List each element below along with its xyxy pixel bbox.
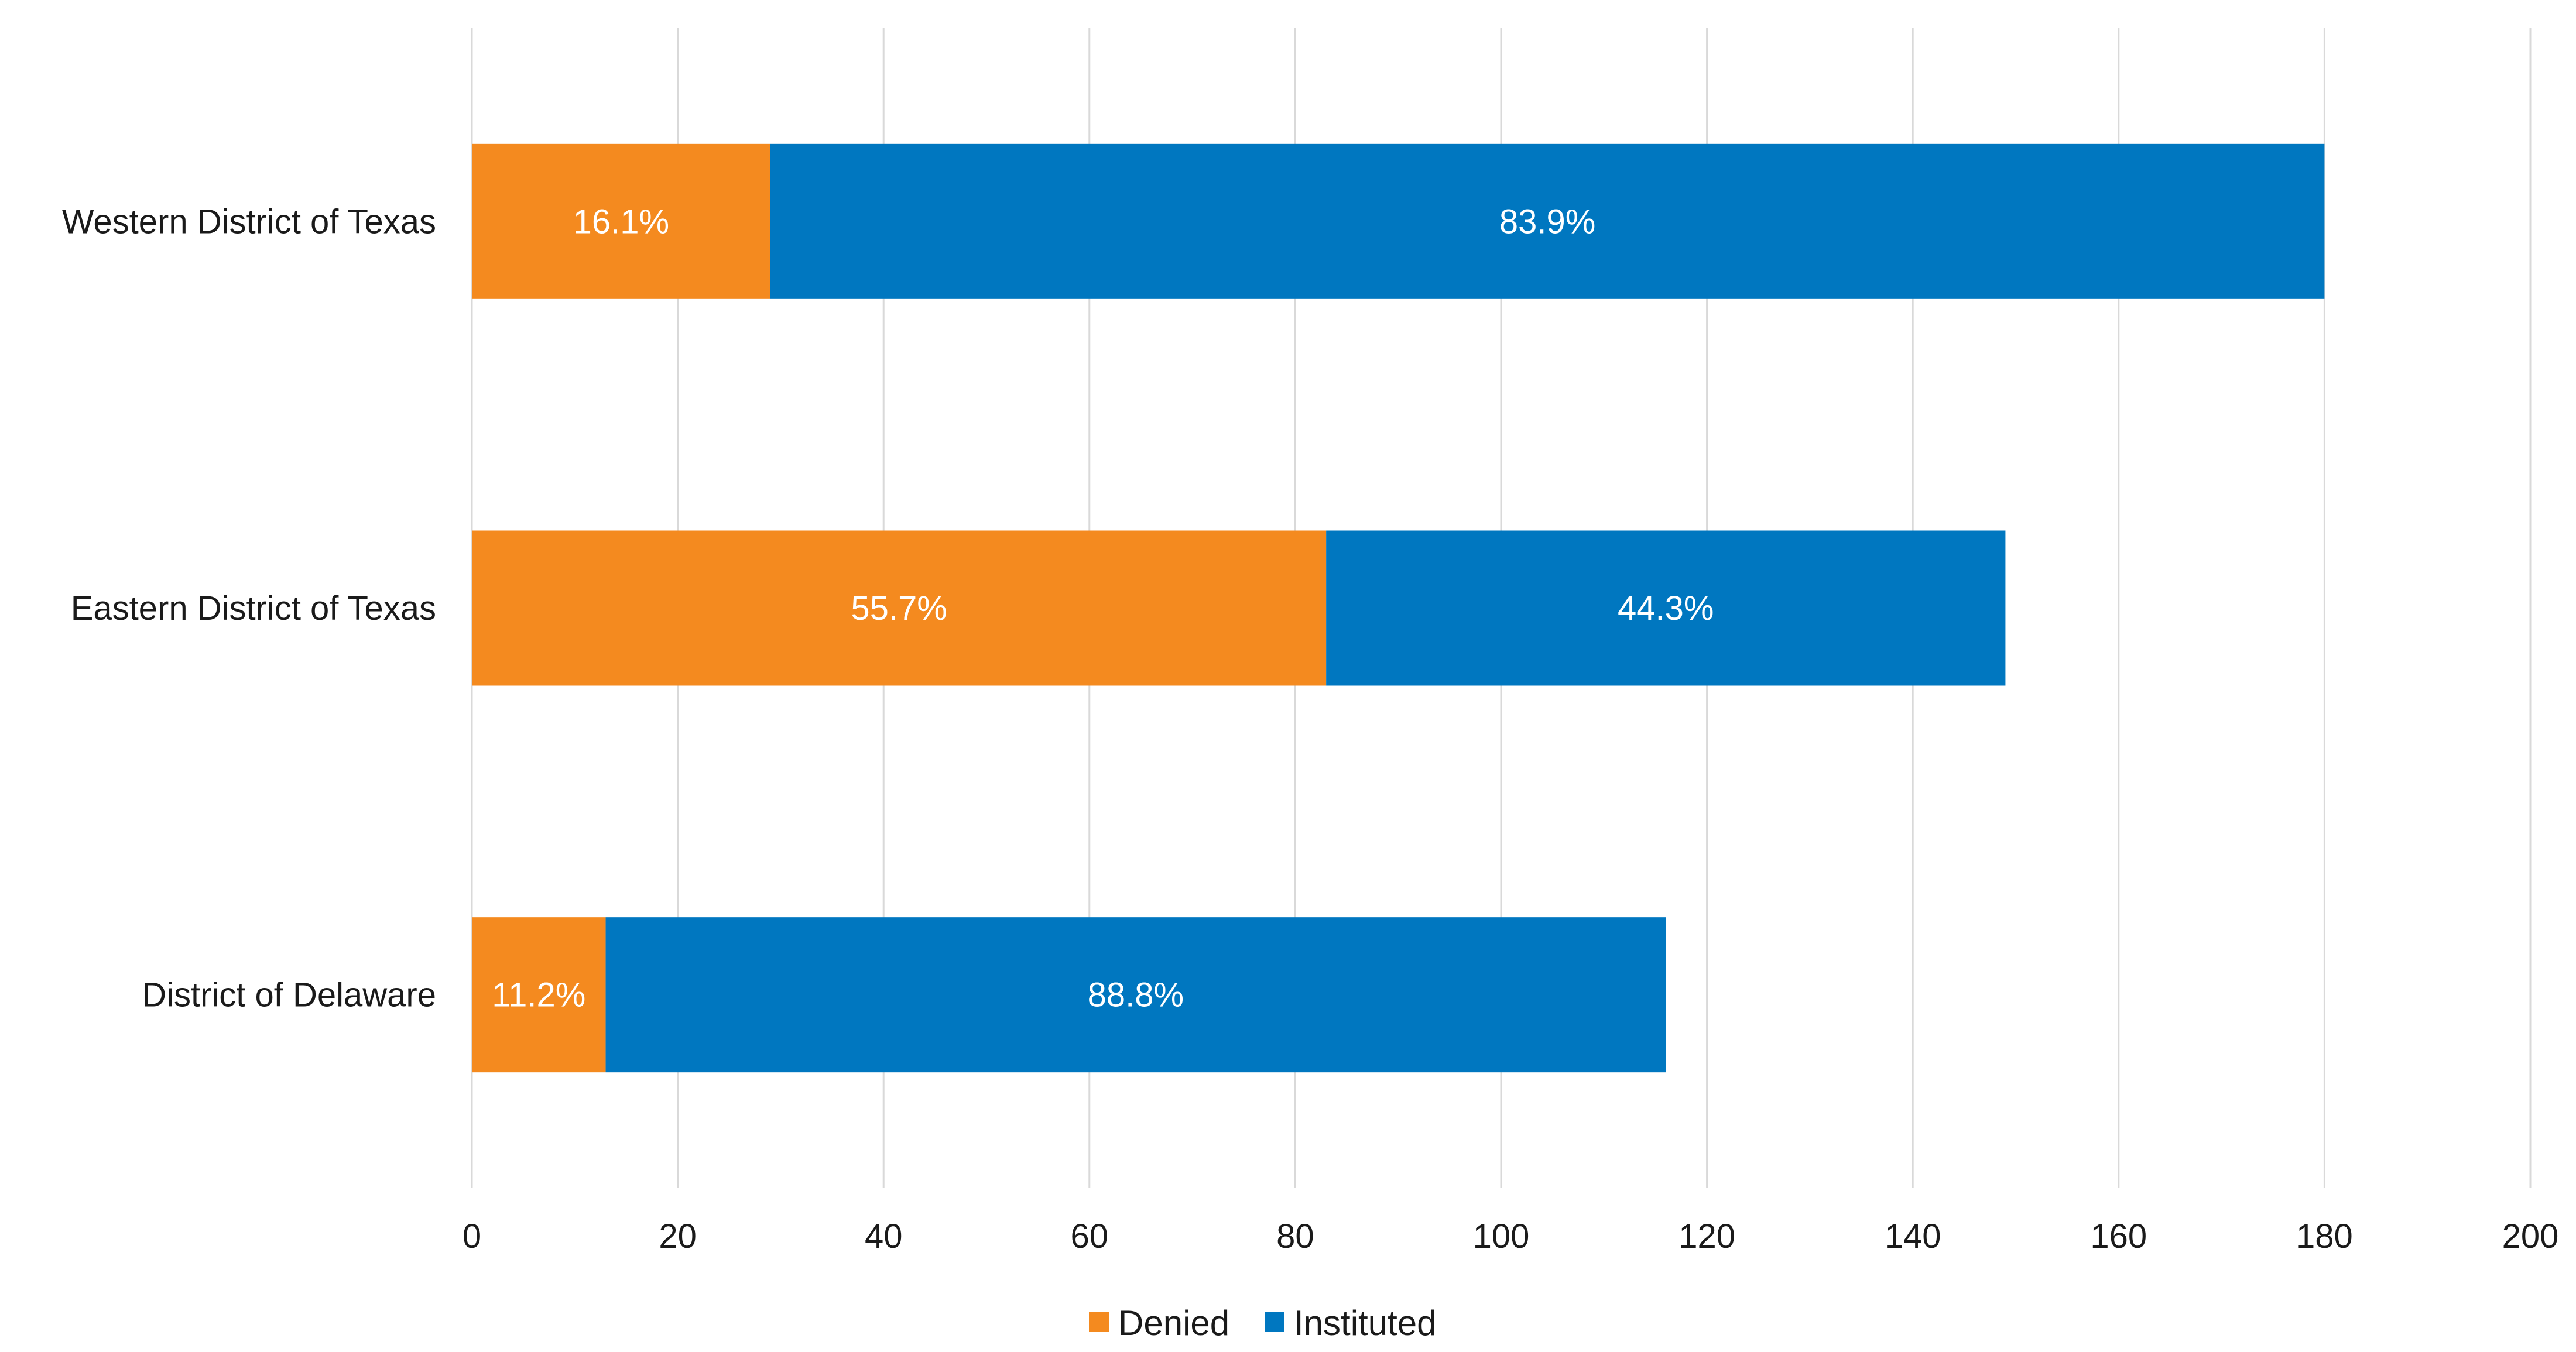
x-tick-label: 0 <box>463 1217 481 1255</box>
legend-label-denied: Denied <box>1118 1303 1229 1343</box>
data-label: 16.1% <box>573 203 669 241</box>
data-label: 44.3% <box>1618 589 1714 627</box>
category-labels: Western District of Texas Eastern Distric… <box>62 203 436 1014</box>
x-tick-label: 20 <box>659 1217 697 1255</box>
legend: Denied Instituted <box>1089 1303 1437 1343</box>
category-label: District of Delaware <box>142 976 436 1014</box>
category-label: Eastern District of Texas <box>71 589 436 627</box>
x-tick-label: 180 <box>2296 1217 2353 1255</box>
x-tick-label: 200 <box>2502 1217 2559 1255</box>
x-tick-labels: 0 20 40 60 80 100 120 140 160 180 200 <box>463 1217 2559 1255</box>
data-label: 11.2% <box>492 976 585 1014</box>
x-tick-label: 80 <box>1276 1217 1314 1255</box>
legend-swatch-denied <box>1089 1312 1109 1332</box>
x-tick-label: 60 <box>1071 1217 1109 1255</box>
legend-swatch-instituted <box>1265 1312 1284 1332</box>
data-label: 55.7% <box>851 589 947 627</box>
bars <box>472 144 2324 1072</box>
category-label: Western District of Texas <box>62 203 436 241</box>
x-tick-label: 140 <box>1885 1217 1941 1255</box>
x-tick-label: 40 <box>865 1217 903 1255</box>
data-label: 88.8% <box>1088 976 1184 1014</box>
legend-label-instituted: Instituted <box>1294 1303 1437 1343</box>
x-tick-label: 160 <box>2090 1217 2147 1255</box>
x-tick-label: 120 <box>1678 1217 1735 1255</box>
data-label: 83.9% <box>1499 203 1595 241</box>
x-tick-label: 100 <box>1473 1217 1530 1255</box>
